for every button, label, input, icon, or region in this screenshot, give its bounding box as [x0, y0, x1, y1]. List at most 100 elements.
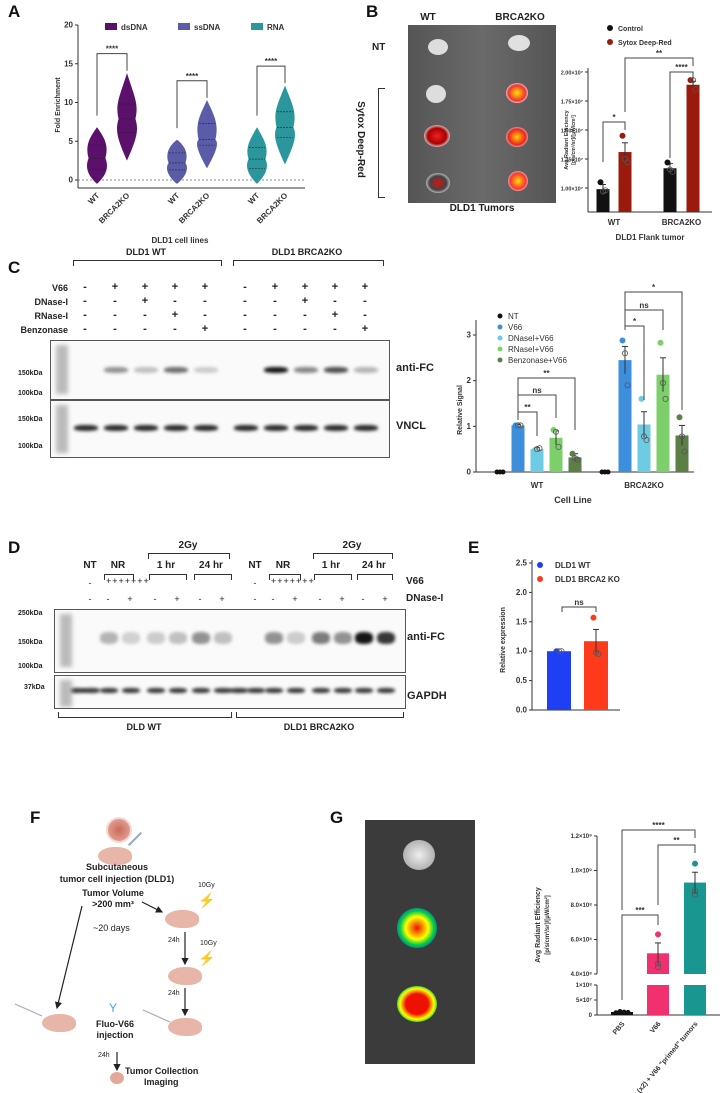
y-tick-label: 2 [467, 376, 472, 385]
significance-bracket [657, 844, 696, 905]
f-24h-a: 24h [168, 937, 180, 944]
blot-band [169, 688, 187, 693]
data-point [692, 860, 699, 867]
panel-label-d: D [8, 538, 21, 557]
blot-band [230, 688, 248, 693]
d-dnase-mark: + [339, 594, 345, 604]
c-row-mark: - [173, 295, 177, 307]
y-tick-label: 8.0×10⁸ [571, 903, 593, 909]
c-row-mark: - [83, 323, 87, 335]
c-row-mark: + [271, 281, 279, 293]
x-tick-label: BRCA2KO [624, 481, 664, 490]
d-dnase-mark: - [271, 594, 275, 604]
legend-marker [607, 39, 613, 45]
y-tick-label: 20 [64, 21, 73, 30]
legend-marker [497, 346, 503, 352]
blot-band [100, 688, 118, 693]
data-point [602, 187, 609, 194]
panel-label-b: B [366, 2, 379, 21]
significance-bracket [256, 65, 286, 116]
y-tick-label: 1 [467, 422, 472, 431]
legend-label: dsDNA [121, 23, 148, 32]
blot-band [265, 632, 283, 644]
b-caption: DLD1 Tumors [449, 203, 515, 214]
significance-label: ** [543, 369, 550, 378]
legend-label: V66 [508, 323, 523, 332]
d-subbracket [357, 574, 393, 580]
blot-band [264, 367, 288, 373]
d-dnase-mark: + [219, 594, 225, 604]
blot-band [355, 688, 373, 693]
d-bracket-ko [236, 712, 404, 718]
c-row-label: Benzonase [20, 325, 68, 335]
violin [197, 100, 217, 169]
significance-label: ** [673, 836, 680, 845]
lightning-icon: ⚡ [198, 950, 216, 966]
blot-band [164, 425, 188, 431]
c-row-mark: - [243, 281, 247, 293]
panel-label-f: F [30, 808, 41, 827]
c-row-mark: + [201, 281, 209, 293]
c-blot-vncl [50, 400, 390, 458]
y-tick-label: 1.75×10⁷ [561, 100, 584, 106]
legend-label: Control [618, 26, 643, 33]
tumor [426, 85, 446, 103]
d-dnase-mark: + [127, 594, 133, 604]
c-row-mark: + [171, 309, 179, 321]
c-bracket-ko [233, 260, 384, 266]
c-row-mark: - [203, 295, 207, 307]
legend-marker [497, 313, 503, 319]
violin [87, 127, 107, 184]
c-row-mark: - [363, 295, 367, 307]
d-cond-nr: NR [275, 560, 291, 571]
tumor [506, 127, 528, 147]
data-point [617, 1009, 623, 1014]
x-tick-label: WT [608, 218, 621, 227]
data-point [619, 132, 626, 139]
blot-band [82, 688, 100, 693]
f-inj: Fluo-V66 [95, 1019, 135, 1029]
d-subbracket [149, 574, 187, 580]
data-point [558, 648, 565, 655]
c-group-ko: DLD1 BRCA2KO [271, 247, 343, 257]
data-point [692, 891, 699, 898]
blot-band [122, 688, 140, 693]
significance-bracket [621, 914, 659, 1000]
y-tick-label: 6.0×10⁸ [571, 938, 593, 944]
legend-marker [607, 25, 613, 31]
f-injb: injection [96, 1030, 134, 1040]
blot-band [147, 688, 165, 693]
data-point [643, 437, 650, 444]
data-point [655, 960, 662, 967]
c-mw-150b: 150kDa [18, 416, 43, 423]
tumor [426, 173, 450, 193]
d-group-ko: DLD1 BRCA2KO [283, 722, 355, 732]
blot-band [354, 367, 378, 373]
d-blot-anti-fc [54, 609, 406, 673]
data-point [536, 445, 543, 452]
y-tick-label: 2.5 [516, 559, 528, 568]
d-cond-nt: NT [83, 560, 97, 571]
x-tick-label: WT [86, 191, 101, 206]
data-point [679, 433, 686, 440]
y-tick-label: 1.50×10⁷ [561, 129, 584, 135]
significance-label: **** [265, 57, 278, 66]
x-tick-label: PBS [612, 1021, 627, 1037]
d-v66-mark: - [88, 578, 92, 588]
significance-label: **** [186, 72, 199, 81]
legend-marker [537, 562, 543, 568]
bar [568, 457, 582, 472]
d-dnase-mark: + [292, 594, 298, 604]
data-point [500, 469, 506, 475]
c-row-mark: - [333, 323, 337, 335]
c-row-mark: - [113, 323, 117, 335]
blot-band [294, 367, 318, 373]
x-tick-label: BRCA2KO [97, 191, 131, 225]
f-collect: Tumor Collection [125, 1066, 199, 1076]
d-v66-label: V66 [406, 576, 424, 587]
f-step2b: >200 mm³ [92, 899, 134, 909]
c-row-mark: - [273, 309, 277, 321]
d-2gy-ko: 2Gy [342, 540, 362, 551]
d-bracket-2gy-wt [148, 553, 230, 559]
